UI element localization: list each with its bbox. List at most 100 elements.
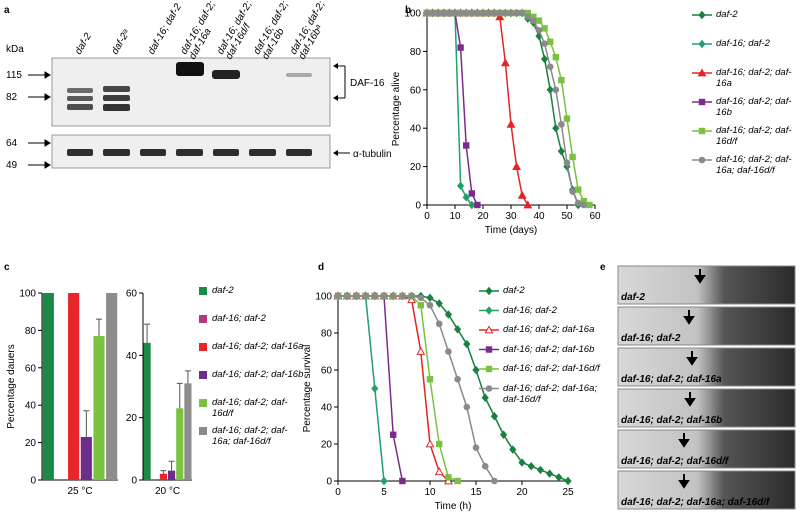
data-point — [517, 190, 527, 199]
marker-label: 82 — [6, 92, 18, 103]
data-point — [523, 200, 533, 209]
marker-label: 115 — [6, 70, 22, 81]
bar — [184, 383, 192, 480]
micrograph-label: daf-16; daf-2 — [621, 333, 681, 344]
data-point — [463, 142, 470, 149]
x-tick-label: 30 — [505, 211, 517, 222]
data-point — [426, 293, 434, 303]
bar — [80, 436, 92, 480]
x-tick-label: 60 — [589, 211, 601, 222]
data-point — [527, 462, 535, 471]
marker-label: 64 — [6, 138, 18, 149]
y-tick-label: 0 — [326, 477, 332, 488]
micrograph-arrow — [678, 433, 690, 448]
y-tick-label: 40 — [25, 401, 37, 412]
data-point — [518, 9, 526, 17]
micrograph-label: daf-16; daf-2; daf-16a — [621, 374, 722, 385]
data-point — [353, 292, 360, 300]
legend-marker — [698, 127, 706, 135]
kda-label: kDa — [6, 44, 24, 55]
data-point — [547, 38, 554, 45]
error-bar — [184, 370, 191, 384]
band-label: α-tubulin — [353, 149, 392, 160]
y-tick-label: 40 — [410, 124, 422, 135]
micrograph-arrow — [686, 351, 698, 366]
data-point — [563, 115, 571, 122]
lane-label: daf-16; daf-2 — [146, 2, 184, 57]
x-tick-label: 15 — [470, 487, 482, 498]
data-point — [586, 201, 593, 209]
panel-label: b — [405, 5, 411, 16]
legend-marker — [485, 385, 493, 392]
y-tick-label: 20 — [410, 162, 422, 173]
data-point — [485, 9, 492, 17]
data-point — [434, 9, 442, 17]
micrograph — [617, 306, 796, 346]
legend-label: daf-16; daf-2; daf-16a — [212, 341, 304, 352]
data-point — [371, 292, 379, 300]
series-line — [427, 12, 473, 206]
data-point — [502, 9, 509, 17]
y-tick-label: 60 — [410, 85, 422, 96]
data-point — [454, 325, 462, 334]
data-point — [457, 44, 464, 51]
x-tick-label: 20 — [477, 211, 489, 222]
legend-marker — [698, 98, 706, 106]
x-tick-label: 25 °C — [67, 486, 92, 497]
series-line — [427, 12, 479, 206]
data-point — [451, 9, 459, 17]
series-line — [338, 295, 404, 482]
data-point — [552, 53, 559, 61]
data-point — [558, 121, 565, 128]
data-point — [535, 17, 543, 24]
bar — [176, 408, 184, 480]
data-point — [462, 9, 470, 17]
data-point — [552, 86, 560, 94]
bar — [42, 293, 54, 480]
data-point — [509, 445, 517, 454]
data-point — [569, 153, 576, 161]
x-axis-label: Time (h) — [435, 501, 472, 512]
y-tick-label: 100 — [404, 9, 421, 20]
data-point — [575, 186, 582, 193]
legend-label: daf-16; daf-2 — [212, 313, 266, 324]
data-point — [426, 376, 434, 383]
data-point — [490, 9, 498, 17]
y-axis-label: Percentage survival — [302, 345, 313, 433]
bar — [93, 336, 105, 480]
y-tick-label: 60 — [25, 363, 37, 374]
data-point — [454, 477, 461, 485]
data-point — [496, 9, 504, 17]
data-point — [445, 474, 452, 481]
data-point — [500, 58, 510, 67]
x-tick-label: 40 — [533, 211, 545, 222]
data-point — [491, 477, 498, 485]
legend-marker — [485, 346, 493, 353]
panel-label: e — [600, 262, 606, 273]
legend-label: daf-16; daf-2 — [503, 304, 557, 316]
data-point — [530, 13, 537, 21]
data-point — [541, 54, 549, 64]
series-line — [427, 12, 590, 206]
legend-marker — [697, 68, 707, 77]
data-point — [380, 476, 388, 486]
data-point — [399, 292, 406, 300]
y-tick-label: 0 — [131, 476, 137, 487]
panel-label: c — [4, 262, 10, 273]
legend-swatch — [199, 399, 207, 407]
y-tick-label: 80 — [410, 47, 422, 58]
legend-label: daf-2 — [212, 285, 234, 296]
micrograph-arrow — [683, 310, 695, 325]
legend-marker — [485, 286, 493, 296]
x-tick-label: 20 °C — [155, 486, 180, 497]
data-point — [463, 339, 471, 349]
series-line — [427, 12, 529, 206]
band-label: DAF-16 — [350, 78, 385, 89]
legend-label: daf-16; daf-2; daf-16a — [716, 67, 792, 89]
data-point — [481, 462, 489, 470]
data-point — [429, 9, 436, 17]
data-point — [436, 440, 443, 448]
legend-label: daf-16; daf-2; daf-16b — [716, 96, 792, 118]
y-tick-label: 40 — [126, 351, 138, 362]
data-point — [513, 9, 520, 17]
